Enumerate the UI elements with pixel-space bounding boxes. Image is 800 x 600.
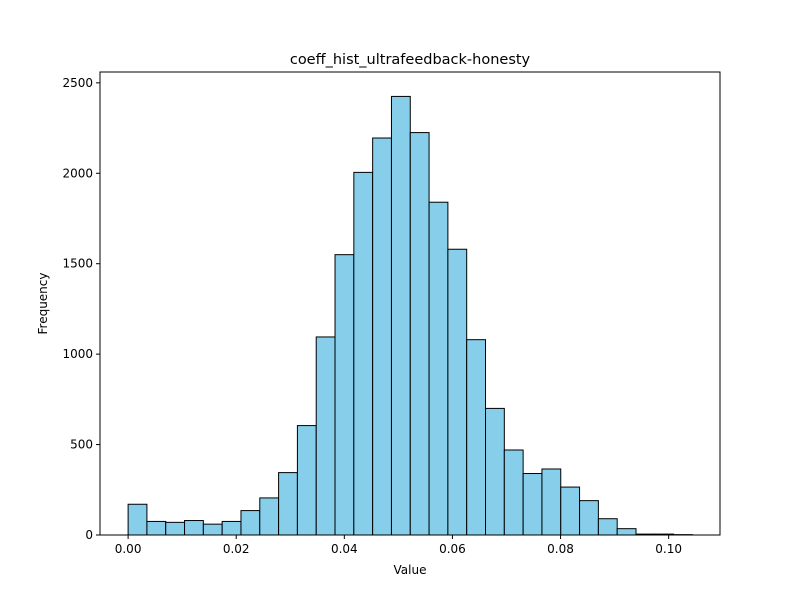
y-axis-label: Frequency — [36, 273, 50, 335]
histogram-bar — [165, 521, 186, 536]
histogram-bar — [597, 518, 618, 536]
y-tick-label: 2500 — [62, 76, 93, 90]
x-tick-label: 0.06 — [439, 542, 466, 556]
x-tick-label: 0.00 — [115, 542, 142, 556]
histogram-bar — [616, 528, 637, 536]
histogram-bar — [579, 500, 599, 536]
bars-group — [127, 95, 693, 536]
histogram-bar — [240, 510, 261, 536]
y-tick-label: 2000 — [62, 166, 93, 180]
histogram-bar — [334, 254, 355, 536]
x-tick-label: 0.08 — [547, 542, 574, 556]
y-tick-label: 1000 — [62, 347, 93, 361]
histogram-bar — [447, 248, 468, 536]
y-tick-label: 1500 — [62, 257, 93, 271]
histogram-bar — [259, 497, 280, 536]
y-axis-ticks: 0 500 1000 1500 2000 2500 — [62, 76, 100, 542]
histogram-bar — [221, 520, 242, 536]
x-axis-ticks: 0.00 0.02 0.04 0.06 0.08 0.10 — [115, 535, 682, 556]
histogram-bar — [390, 95, 411, 536]
histogram-bar — [409, 132, 430, 536]
histogram-bar — [202, 523, 223, 536]
histogram-bar — [353, 171, 374, 536]
histogram-bar — [466, 339, 487, 536]
histogram-bar — [146, 520, 167, 536]
histogram-bar — [296, 425, 317, 536]
histogram-bar — [428, 201, 449, 536]
y-tick-label: 500 — [70, 438, 93, 452]
plot-frame — [99, 71, 721, 536]
x-tick-label: 0.02 — [223, 542, 250, 556]
histogram-bar — [184, 520, 204, 536]
histogram-bar — [541, 468, 562, 536]
y-tick-label: 0 — [85, 528, 93, 542]
chart-title: coeff_hist_ultrafeedback-honesty — [290, 52, 531, 68]
x-tick-label: 0.10 — [655, 542, 682, 556]
histogram-bar — [560, 486, 581, 536]
histogram-bar — [485, 407, 505, 536]
x-tick-label: 0.04 — [331, 542, 358, 556]
x-axis-label: Value — [394, 563, 427, 577]
histogram-bar — [278, 472, 298, 536]
histogram-bar — [503, 449, 524, 536]
histogram-bar — [372, 137, 392, 536]
histogram-bar — [315, 336, 336, 536]
histogram-bar — [127, 503, 148, 536]
histogram-bar — [522, 473, 543, 536]
